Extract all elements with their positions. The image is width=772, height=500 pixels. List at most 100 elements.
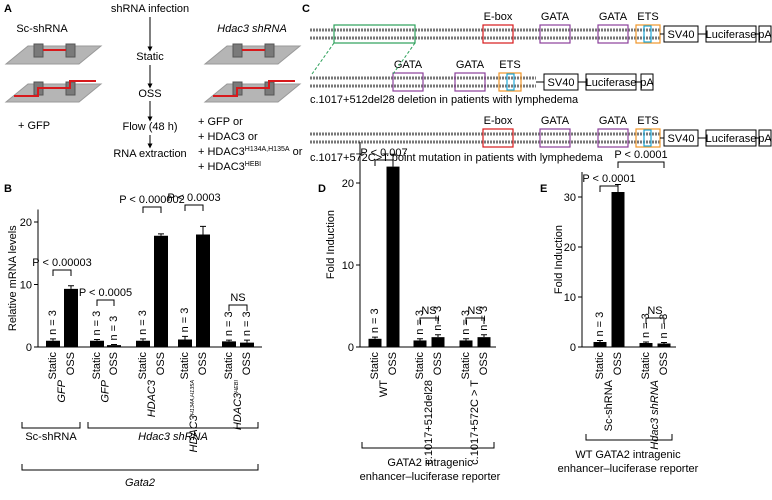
row-caption: c.1017+572C>T point mutation in patients… [310,152,604,164]
site-box [635,128,661,148]
group-label-text: HDAC3 [146,379,158,417]
site-box [539,128,571,148]
group-label: Hdac3 shRNA [649,380,661,450]
y-tick-label: 10 [564,292,576,304]
element-label: Luciferase [706,29,757,41]
element-label: Luciferase [706,133,757,145]
bar [413,340,427,347]
x-tick-label: Static [179,352,191,380]
group-bracket-label: Gata2 [125,477,155,489]
x-tick-label: OSS [612,352,624,375]
site-label: GATA [599,11,628,23]
group-label: HDAC3HEBI [232,380,244,431]
panel-letter: B [4,183,12,195]
bar [154,235,168,347]
comparison-bracket [228,304,248,311]
group-label: c.1017+572C > T [469,380,481,465]
treatment-sup: H134A,H135A [245,146,290,153]
comparison-bracket [617,161,665,168]
n-label: n = 3 [594,312,606,337]
panel-letter: D [318,183,326,195]
element-label: pA [758,133,772,145]
bar [90,340,104,347]
error-bar [463,338,469,341]
site-label: ETS [637,11,658,23]
group-label-text: GFP [100,379,112,402]
element-label: SV40 [668,29,695,41]
y-tick-label: 20 [342,178,354,190]
treatment-tail: or [290,146,303,158]
comparison-bracket [184,204,204,211]
group-label: c.1017+512del28 [423,380,435,465]
error-bar [50,338,56,341]
n-label: n = 3 [197,317,209,342]
group-label-text: Hdac3 shRNA [649,380,661,450]
treatment-label: + GFP [18,120,50,132]
error-bar [140,338,146,341]
group-bracket-label: Hdac3 shRNA [138,431,208,443]
element-box [640,73,654,91]
comparison-label: P < 0.0005 [79,287,132,299]
error-bar [111,344,117,346]
site-label: ETS [637,115,658,127]
x-tick-label: OSS [241,352,253,375]
chamber-block [264,43,275,58]
group-label: GFP [100,379,112,402]
site-box [635,24,661,44]
site-box [454,72,486,92]
error-bar [94,339,100,341]
bar [46,340,60,347]
bar [593,342,607,347]
chart-caption: enhancer–luciferase reporter [360,471,501,483]
step-label: RNA extraction [113,148,186,160]
error-bar [435,334,441,338]
comparison-label: NS [230,292,245,304]
chart-caption: enhancer–luciferase reporter [558,463,699,475]
x-tick-label: Static [594,352,606,380]
comparison-bracket [419,317,439,324]
site-box [597,128,629,148]
comparison-bracket [96,299,115,306]
element-label: pA [640,77,654,89]
element-label: SV40 [668,133,695,145]
treatment-label: + HDAC3H134A,H135A or [198,146,303,158]
chart-caption: WT GATA2 intragenic [575,449,681,461]
group-label-text: HDAC3 [232,392,244,430]
site-box [539,24,571,44]
group-label: GFP [56,379,68,402]
row-caption: c.1017+512del28 deletion in patients wit… [310,94,579,106]
site-label: GATA [456,59,485,71]
group-label-text: WT [378,380,390,397]
n-label: n = 3 [91,311,103,336]
y-tick-label: 20 [564,242,576,254]
treatment-sup: HEBI [245,161,261,168]
treatment-text: + HDAC3 [198,146,245,158]
group-bracket [21,422,81,429]
site-box [392,72,424,92]
site-label: GATA [394,59,423,71]
n-label: n = 3 [137,310,149,335]
error-bar [661,342,667,344]
group-label-sup: H134A,H135A [190,380,196,415]
culture-plate [203,83,302,103]
x-tick-label: Static [640,352,652,380]
group-title: Sc-shRNA [16,23,68,35]
step-label: OSS [138,88,161,100]
site-box [498,72,522,92]
comparison-label: NS [421,305,436,317]
chamber-block [65,43,76,58]
flow-line [14,80,96,97]
group-bracket [21,464,259,471]
deletion-box [333,24,416,44]
bar [64,288,78,347]
step-label: shRNA infection [111,3,189,15]
group-label: HDAC3H134A,H135A [188,380,200,453]
error-bar [68,285,74,289]
x-tick-label: OSS [432,352,444,375]
y-tick-label: 30 [564,192,576,204]
chamber-block [33,43,44,58]
bar [368,338,382,347]
y-axis-label: Fold Induction [325,210,337,279]
